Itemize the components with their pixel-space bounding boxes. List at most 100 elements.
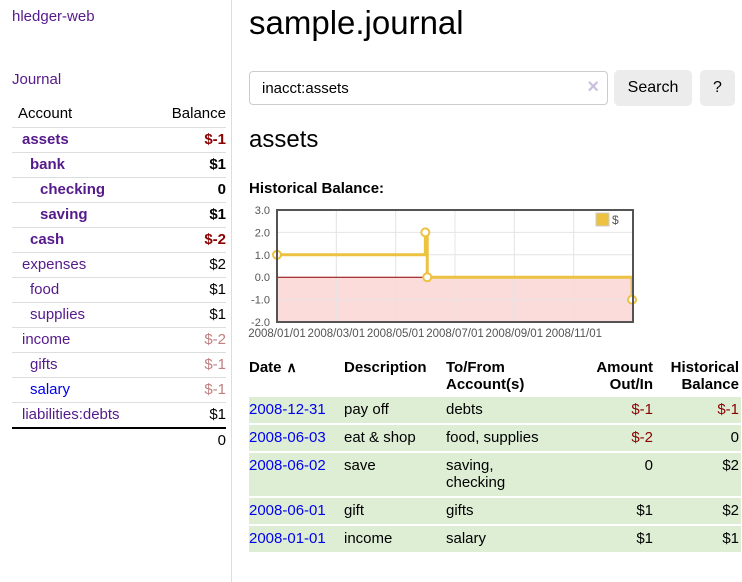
transaction-date-link[interactable]: 2008-06-01 [249, 502, 326, 519]
account-balance: $1 [154, 277, 226, 303]
transaction-row[interactable]: 2008-06-01 gift gifts $1 $2 [249, 498, 741, 524]
account-row: liabilities:debts $1 [12, 402, 226, 428]
transaction-accounts: food, supplies [446, 425, 583, 451]
account-row: income $-2 [12, 327, 226, 353]
transaction-description: gift [344, 498, 446, 524]
transaction-date-link[interactable]: 2008-06-02 [249, 457, 326, 474]
account-balance: 0 [154, 177, 226, 203]
svg-text:3.0: 3.0 [255, 205, 270, 217]
account-balance: $2 [154, 252, 226, 278]
account-row: supplies $1 [12, 302, 226, 328]
svg-text:-2.0: -2.0 [251, 317, 270, 329]
account-link[interactable]: expenses [22, 256, 87, 273]
register-table: Date ∧ Description To/From Account(s) Amo… [249, 355, 741, 554]
transaction-date-link[interactable]: 2008-01-01 [249, 530, 326, 547]
account-row: cash $-2 [12, 227, 226, 253]
sidebar: hledger-web Journal Account Balance asse… [0, 0, 232, 582]
account-row: checking 0 [12, 177, 226, 203]
transaction-description: save [344, 453, 446, 496]
accounts-total-value: 0 [154, 427, 226, 453]
accounts-table: Account Balance assets $-1 bank $1 checking 0… [12, 101, 226, 453]
transaction-row[interactable]: 2008-06-02 save saving, checking 0 $2 [249, 453, 741, 496]
account-balance: $-1 [154, 127, 226, 153]
accounts-header-balance: Balance [171, 105, 226, 122]
account-link[interactable]: cash [30, 231, 65, 248]
account-balance: $1 [154, 202, 226, 228]
account-link[interactable]: saving [40, 206, 88, 223]
account-row: salary $-1 [12, 377, 226, 403]
svg-text:2008/11/01: 2008/11/01 [545, 328, 602, 340]
transaction-row[interactable]: 2008-12-31 pay off debts $-1 $-1 [249, 397, 741, 423]
register-header-date[interactable]: Date ∧ [249, 357, 344, 395]
transaction-balance: $2 [655, 453, 741, 496]
register-header-accounts: To/From Account(s) [446, 357, 583, 395]
register-header-description: Description [344, 357, 446, 395]
transaction-description: income [344, 526, 446, 552]
account-heading: assets [249, 126, 319, 153]
account-link[interactable]: gifts [30, 356, 58, 373]
transaction-description: pay off [344, 397, 446, 423]
transaction-row[interactable]: 2008-06-03 eat & shop food, supplies $-2 0 [249, 425, 741, 451]
svg-text:$: $ [612, 213, 619, 227]
account-balance: $-2 [154, 227, 226, 253]
svg-text:0.0: 0.0 [255, 272, 270, 284]
sort-asc-icon: ∧ [286, 359, 297, 375]
account-link[interactable]: bank [30, 156, 66, 173]
accounts-total-row: 0 [12, 427, 226, 453]
svg-text:2.0: 2.0 [255, 227, 270, 239]
chart-title: Historical Balance: [249, 180, 385, 197]
svg-text:2008/07/01: 2008/07/01 [426, 328, 484, 340]
search-input[interactable] [249, 71, 608, 105]
register-header-balance: Historical Balance [655, 357, 741, 395]
svg-text:2008/09/01: 2008/09/01 [486, 328, 544, 340]
transaction-description: eat & shop [344, 425, 446, 451]
register-header-amount: Amount Out/In [583, 357, 655, 395]
account-balance: $1 [154, 402, 226, 428]
transaction-accounts: saving, checking [446, 453, 583, 496]
accounts-total-spacer [12, 427, 155, 453]
transaction-balance: $-1 [655, 397, 741, 423]
transaction-balance: $1 [655, 526, 741, 552]
account-balance: $-1 [154, 352, 226, 378]
accounts-header-account: Account [18, 105, 73, 122]
search-input-wrap: × [249, 71, 608, 105]
account-balance: $-1 [154, 377, 226, 403]
svg-text:2008/05/01: 2008/05/01 [367, 328, 425, 340]
transaction-accounts: salary [446, 526, 583, 552]
account-link[interactable]: food [30, 281, 60, 298]
page-title: sample.journal [249, 4, 464, 41]
transaction-date-link[interactable]: 2008-06-03 [249, 429, 326, 446]
transaction-row[interactable]: 2008-01-01 income salary $1 $1 [249, 526, 741, 552]
svg-text:2008/01/01: 2008/01/01 [248, 328, 306, 340]
account-link[interactable]: checking [40, 181, 106, 198]
help-button[interactable]: ? [700, 70, 735, 106]
account-link[interactable]: salary [30, 381, 71, 398]
transaction-amount: $1 [583, 498, 655, 524]
svg-text:-1.0: -1.0 [251, 295, 270, 307]
transaction-accounts: gifts [446, 498, 583, 524]
clear-search-icon[interactable]: × [587, 76, 599, 99]
main-content: sample.journal × Search ? assets Histori… [233, 0, 742, 554]
account-balance: $1 [154, 302, 226, 328]
account-link[interactable]: supplies [30, 306, 86, 323]
transaction-balance: 0 [655, 425, 741, 451]
transaction-amount: $1 [583, 526, 655, 552]
transaction-amount: $-2 [583, 425, 655, 451]
account-row: gifts $-1 [12, 352, 226, 378]
search-button[interactable]: Search [614, 70, 692, 106]
account-row: expenses $2 [12, 252, 226, 278]
sidebar-item-journal[interactable]: Journal [12, 71, 62, 88]
transaction-balance: $2 [655, 498, 741, 524]
svg-text:2008/03/01: 2008/03/01 [308, 328, 366, 340]
transaction-accounts: debts [446, 397, 583, 423]
account-link[interactable]: assets [22, 131, 69, 148]
svg-text:1.0: 1.0 [255, 250, 270, 262]
transaction-date-link[interactable]: 2008-12-31 [249, 401, 326, 418]
account-balance: $1 [154, 152, 226, 178]
transaction-amount: 0 [583, 453, 655, 496]
account-link[interactable]: income [22, 331, 71, 348]
app-title-link[interactable]: hledger-web [12, 8, 95, 25]
account-link[interactable]: liabilities:debts [22, 406, 120, 423]
account-row: assets $-1 [12, 127, 226, 153]
